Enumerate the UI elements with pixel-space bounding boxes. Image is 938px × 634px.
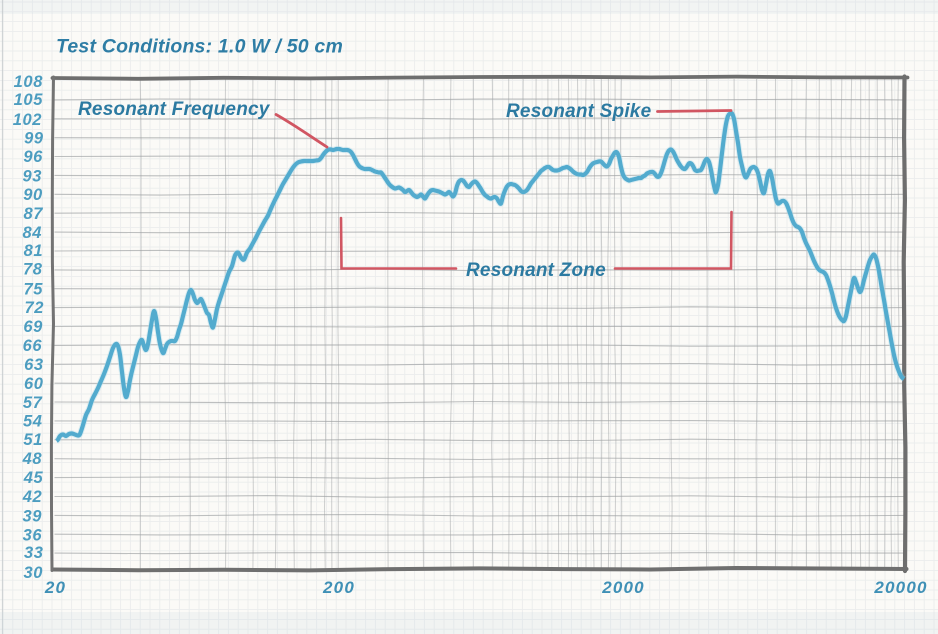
- svg-text:90: 90: [23, 186, 43, 204]
- svg-text:20: 20: [44, 578, 66, 597]
- svg-text:102: 102: [13, 111, 42, 129]
- svg-text:105: 105: [14, 91, 44, 109]
- svg-text:75: 75: [24, 280, 44, 298]
- svg-text:48: 48: [22, 450, 43, 468]
- svg-text:84: 84: [23, 224, 43, 242]
- svg-text:54: 54: [23, 412, 43, 430]
- svg-text:Resonant Zone: Resonant Zone: [466, 260, 606, 281]
- svg-text:72: 72: [24, 299, 44, 317]
- svg-text:30: 30: [24, 564, 44, 582]
- svg-text:108: 108: [14, 73, 44, 91]
- svg-text:81: 81: [24, 242, 44, 260]
- svg-text:51: 51: [23, 431, 43, 449]
- svg-text:63: 63: [24, 356, 44, 374]
- svg-text:36: 36: [23, 526, 43, 544]
- svg-text:39: 39: [23, 508, 43, 526]
- svg-text:200: 200: [322, 578, 355, 597]
- svg-text:45: 45: [23, 469, 44, 487]
- svg-text:69: 69: [23, 318, 43, 336]
- svg-text:33: 33: [24, 544, 44, 562]
- svg-text:Resonant Frequency: Resonant Frequency: [78, 99, 271, 120]
- svg-text:2000: 2000: [601, 578, 645, 597]
- svg-text:93: 93: [23, 168, 43, 186]
- svg-text:78: 78: [23, 261, 43, 279]
- svg-text:66: 66: [23, 337, 43, 355]
- svg-text:60: 60: [24, 375, 44, 393]
- svg-text:20000: 20000: [873, 578, 927, 597]
- svg-text:Test Conditions: 1.0 W / 50 cm: Test Conditions: 1.0 W / 50 cm: [56, 36, 343, 58]
- svg-text:Resonant Spike: Resonant Spike: [506, 101, 652, 122]
- svg-text:42: 42: [22, 488, 43, 506]
- svg-text:96: 96: [23, 148, 43, 166]
- svg-text:99: 99: [24, 130, 44, 148]
- svg-text:57: 57: [23, 394, 43, 412]
- svg-text:87: 87: [23, 205, 43, 223]
